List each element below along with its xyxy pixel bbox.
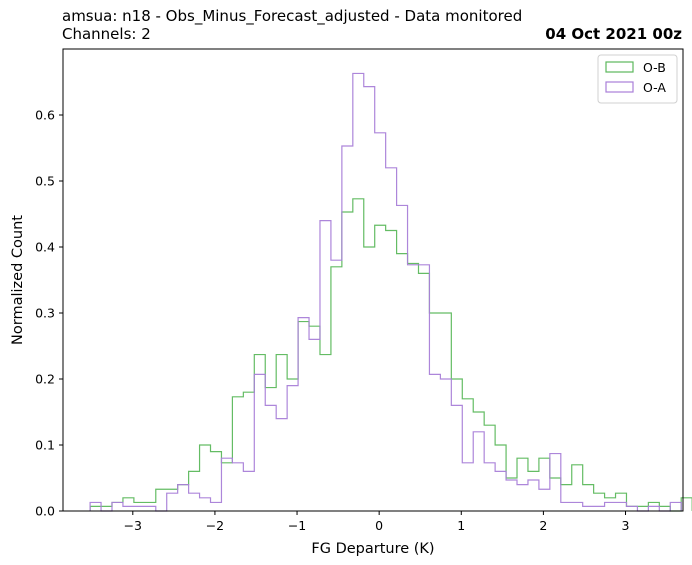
y-tick-label: 0.2 (35, 372, 55, 387)
x-tick-label: 2 (539, 518, 547, 533)
series-line-o-b (89, 198, 692, 512)
legend-label: O-B (643, 60, 666, 75)
y-tick-label: 0.0 (35, 504, 55, 519)
y-axis: 0.0 0.1 0.2 0.3 0.4 0.5 0.6 (35, 108, 63, 519)
chart-title-line2: Channels: 2 (62, 25, 151, 43)
x-tick-label: −3 (124, 518, 142, 533)
series-line-o-a (89, 72, 682, 512)
x-tick-label: 0 (375, 518, 383, 533)
plot-area (62, 48, 692, 512)
chart-title-line1: amsua: n18 - Obs_Minus_Forecast_adjusted… (62, 7, 523, 25)
legend-label: O-A (643, 80, 666, 95)
y-tick-label: 0.5 (35, 174, 55, 189)
x-tick-label: −1 (288, 518, 306, 533)
y-tick-label: 0.6 (35, 108, 55, 123)
legend-box (597, 54, 678, 104)
plot-frame (62, 48, 684, 512)
y-tick-label: 0.4 (35, 240, 55, 255)
legend: O-B O-A (597, 54, 678, 104)
x-axis: −3 −2 −1 0 1 2 3 (124, 511, 630, 533)
y-axis-label: Normalized Count (10, 215, 26, 345)
x-tick-label: −2 (206, 518, 224, 533)
y-tick-label: 0.1 (35, 438, 55, 453)
chart-date-label: 04 Oct 2021 00z (545, 25, 682, 43)
x-tick-label: 1 (457, 518, 465, 533)
x-tick-label: 3 (622, 518, 630, 533)
y-tick-label: 0.3 (35, 306, 55, 321)
legend-swatch (605, 81, 634, 93)
x-axis-label: FG Departure (K) (311, 541, 434, 557)
legend-swatch (605, 61, 634, 73)
chart-title: amsua: n18 - Obs_Minus_Forecast_adjusted… (62, 7, 522, 43)
